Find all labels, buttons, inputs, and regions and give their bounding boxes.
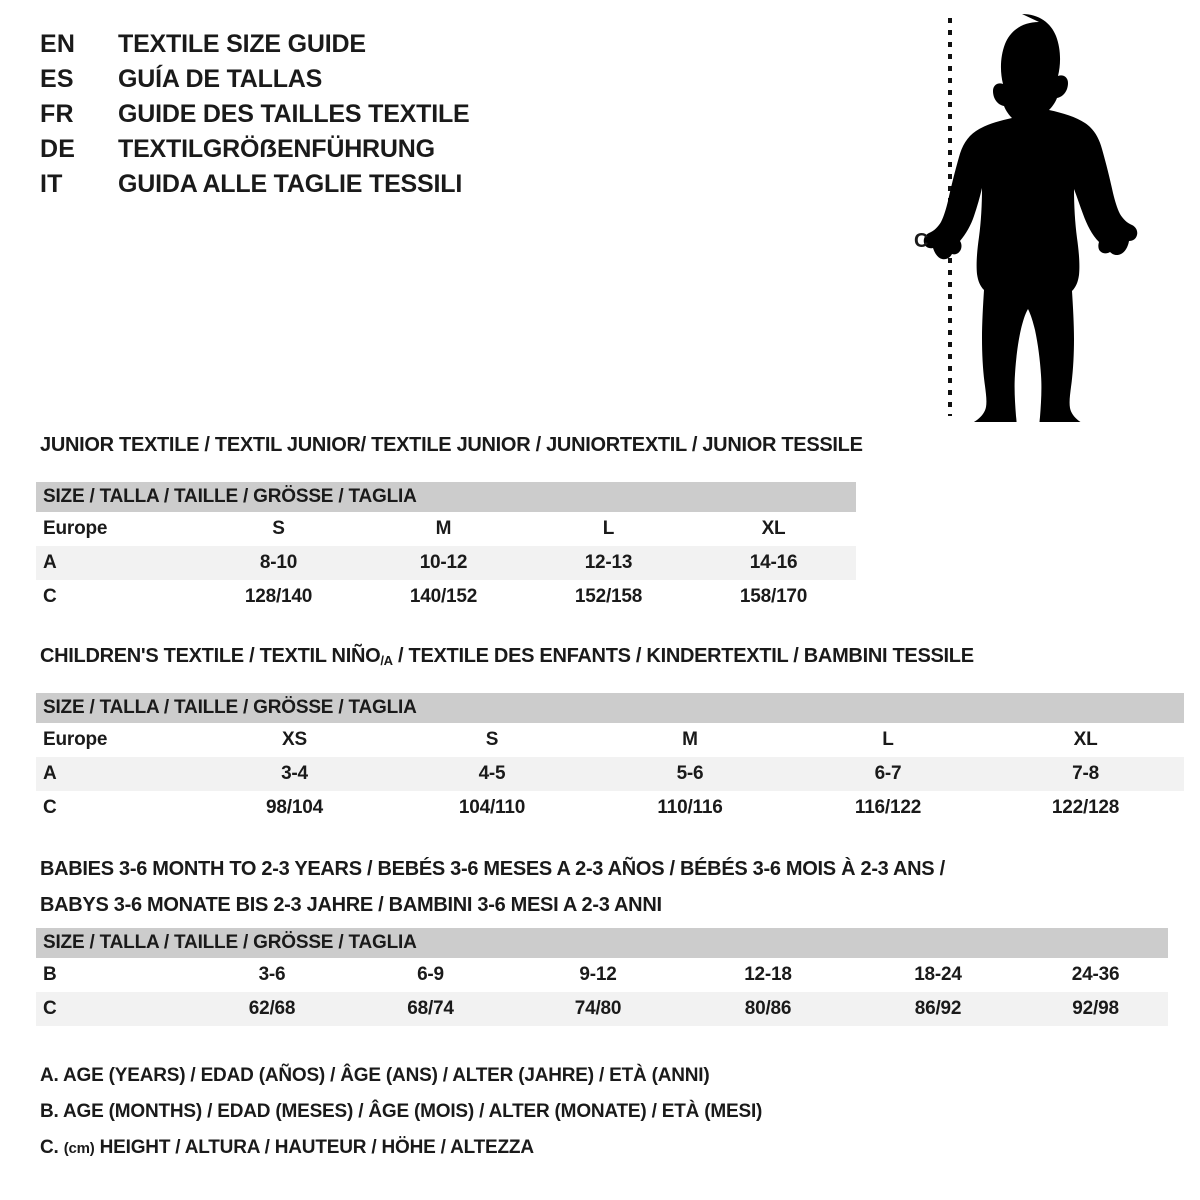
height-measure-label: C [914,230,929,252]
children-age-s: 4-5 [393,757,591,791]
table-row: A 3-4 4-5 5-6 6-7 7-8 [36,757,1185,791]
children-size-m: M [591,723,789,757]
children-height-xl: 122/128 [987,791,1185,825]
children-band-label: SIZE / TALLA / TAILLE / GRÖSSE / TAGLIA [36,693,1185,723]
child-silhouette-icon [923,14,1138,422]
babies-row-label-c: C [36,992,196,1026]
junior-height-xl: 158/170 [691,580,857,614]
junior-height-m: 140/152 [361,580,526,614]
junior-row-label-a: A [36,546,196,580]
legend-line-b: B. AGE (MONTHS) / EDAD (MESES) / ÂGE (MO… [40,1101,763,1122]
babies-height-3: 74/80 [513,992,683,1026]
legend-c-text: HEIGHT / ALTURA / HAUTEUR / HÖHE / ALTEZ… [94,1137,534,1158]
language-header-block: EN TEXTILE SIZE GUIDE ES GUÍA DE TALLAS … [40,30,560,205]
junior-age-l: 12-13 [526,546,691,580]
babies-section-heading-line2: BABYS 3-6 MONATE BIS 2-3 JAHRE / BAMBINI… [40,894,662,916]
children-height-xs: 98/104 [196,791,393,825]
table-row: A 8-10 10-12 12-13 14-16 [36,546,857,580]
babies-months-3: 9-12 [513,958,683,992]
babies-size-table: SIZE / TALLA / TAILLE / GRÖSSE / TAGLIA … [36,928,1169,1026]
language-row-en: EN TEXTILE SIZE GUIDE [40,30,560,65]
language-code-en: EN [40,30,76,58]
junior-size-m: M [361,512,526,546]
babies-months-1: 3-6 [196,958,348,992]
babies-months-5: 18-24 [853,958,1023,992]
children-heading-sub: /A [380,652,393,668]
babies-row-label-b: B [36,958,196,992]
children-section-heading: CHILDREN'S TEXTILE / TEXTIL NIÑO/A / TEX… [40,645,974,668]
table-row: C 62/68 68/74 74/80 80/86 86/92 92/98 [36,992,1169,1026]
babies-months-6: 24-36 [1023,958,1169,992]
junior-row-label-europe: Europe [36,512,196,546]
babies-months-2: 6-9 [348,958,513,992]
children-row-label-c: C [36,791,196,825]
children-size-xs: XS [196,723,393,757]
language-row-es: ES GUÍA DE TALLAS [40,65,560,100]
table-row: Europe S M L XL [36,512,857,546]
guide-title-it: GUIDA ALLE TAGLIE TESSILI [118,170,463,198]
junior-row-label-c: C [36,580,196,614]
junior-table-band: SIZE / TALLA / TAILLE / GRÖSSE / TAGLIA [36,482,857,512]
guide-title-de: TEXTILGRÖẞENFÜHRUNG [118,135,435,163]
children-heading-pre: CHILDREN'S TEXTILE / TEXTIL NIÑO [40,645,381,667]
language-code-es: ES [40,65,74,93]
language-code-de: DE [40,135,76,163]
children-size-xl: XL [987,723,1185,757]
children-row-label-europe: Europe [36,723,196,757]
junior-size-table: SIZE / TALLA / TAILLE / GRÖSSE / TAGLIA … [36,482,857,614]
children-heading-post: / TEXTILE DES ENFANTS / KINDERTEXTIL / B… [392,645,974,667]
legend-c-unit: (cm) [63,1140,95,1157]
babies-height-2: 68/74 [348,992,513,1026]
junior-height-s: 128/140 [196,580,361,614]
junior-height-l: 152/158 [526,580,691,614]
children-height-s: 104/110 [393,791,591,825]
legend-line-c: C. (cm) HEIGHT / ALTURA / HAUTEUR / HÖHE… [40,1137,762,1173]
language-row-it: IT GUIDA ALLE TAGLIE TESSILI [40,170,560,205]
legend-c-prefix: C. [40,1137,64,1158]
table-row: C 128/140 140/152 152/158 158/170 [36,580,857,614]
language-row-de: DE TEXTILGRÖẞENFÜHRUNG [40,135,560,170]
children-row-label-a: A [36,757,196,791]
children-age-xs: 3-4 [196,757,393,791]
children-height-m: 110/116 [591,791,789,825]
measurement-legend: A. AGE (YEARS) / EDAD (AÑOS) / ÂGE (ANS)… [40,1065,762,1173]
junior-size-xl: XL [691,512,857,546]
babies-height-5: 86/92 [853,992,1023,1026]
language-code-fr: FR [40,100,74,128]
babies-table-band: SIZE / TALLA / TAILLE / GRÖSSE / TAGLIA [36,928,1169,958]
children-age-xl: 7-8 [987,757,1185,791]
junior-age-s: 8-10 [196,546,361,580]
table-row: Europe XS S M L XL [36,723,1185,757]
junior-age-m: 10-12 [361,546,526,580]
babies-months-4: 12-18 [683,958,853,992]
table-row: C 98/104 104/110 110/116 116/122 122/128 [36,791,1185,825]
babies-section-heading-line1: BABIES 3-6 MONTH TO 2-3 YEARS / BEBÉS 3-… [40,858,945,880]
guide-title-es: GUÍA DE TALLAS [118,65,323,93]
legend-line-a: A. AGE (YEARS) / EDAD (AÑOS) / ÂGE (ANS)… [40,1065,710,1086]
children-size-table: SIZE / TALLA / TAILLE / GRÖSSE / TAGLIA … [36,693,1185,825]
babies-height-1: 62/68 [196,992,348,1026]
junior-age-xl: 14-16 [691,546,857,580]
junior-band-label: SIZE / TALLA / TAILLE / GRÖSSE / TAGLIA [36,482,857,512]
junior-section-heading: JUNIOR TEXTILE / TEXTIL JUNIOR/ TEXTILE … [40,434,863,456]
junior-size-l: L [526,512,691,546]
junior-size-s: S [196,512,361,546]
children-age-l: 6-7 [789,757,987,791]
guide-title-en: TEXTILE SIZE GUIDE [118,30,366,58]
table-row: B 3-6 6-9 9-12 12-18 18-24 24-36 [36,958,1169,992]
children-size-s: S [393,723,591,757]
children-height-l: 116/122 [789,791,987,825]
children-age-m: 5-6 [591,757,789,791]
child-silhouette-shape [923,14,1138,422]
language-row-fr: FR GUIDE DES TAILLES TEXTILE [40,100,560,135]
children-size-l: L [789,723,987,757]
height-measure-figure: C [900,12,1150,422]
guide-title-fr: GUIDE DES TAILLES TEXTILE [118,100,470,128]
babies-height-4: 80/86 [683,992,853,1026]
language-code-it: IT [40,170,63,198]
babies-height-6: 92/98 [1023,992,1169,1026]
children-table-band: SIZE / TALLA / TAILLE / GRÖSSE / TAGLIA [36,693,1185,723]
babies-band-label: SIZE / TALLA / TAILLE / GRÖSSE / TAGLIA [36,928,1169,958]
